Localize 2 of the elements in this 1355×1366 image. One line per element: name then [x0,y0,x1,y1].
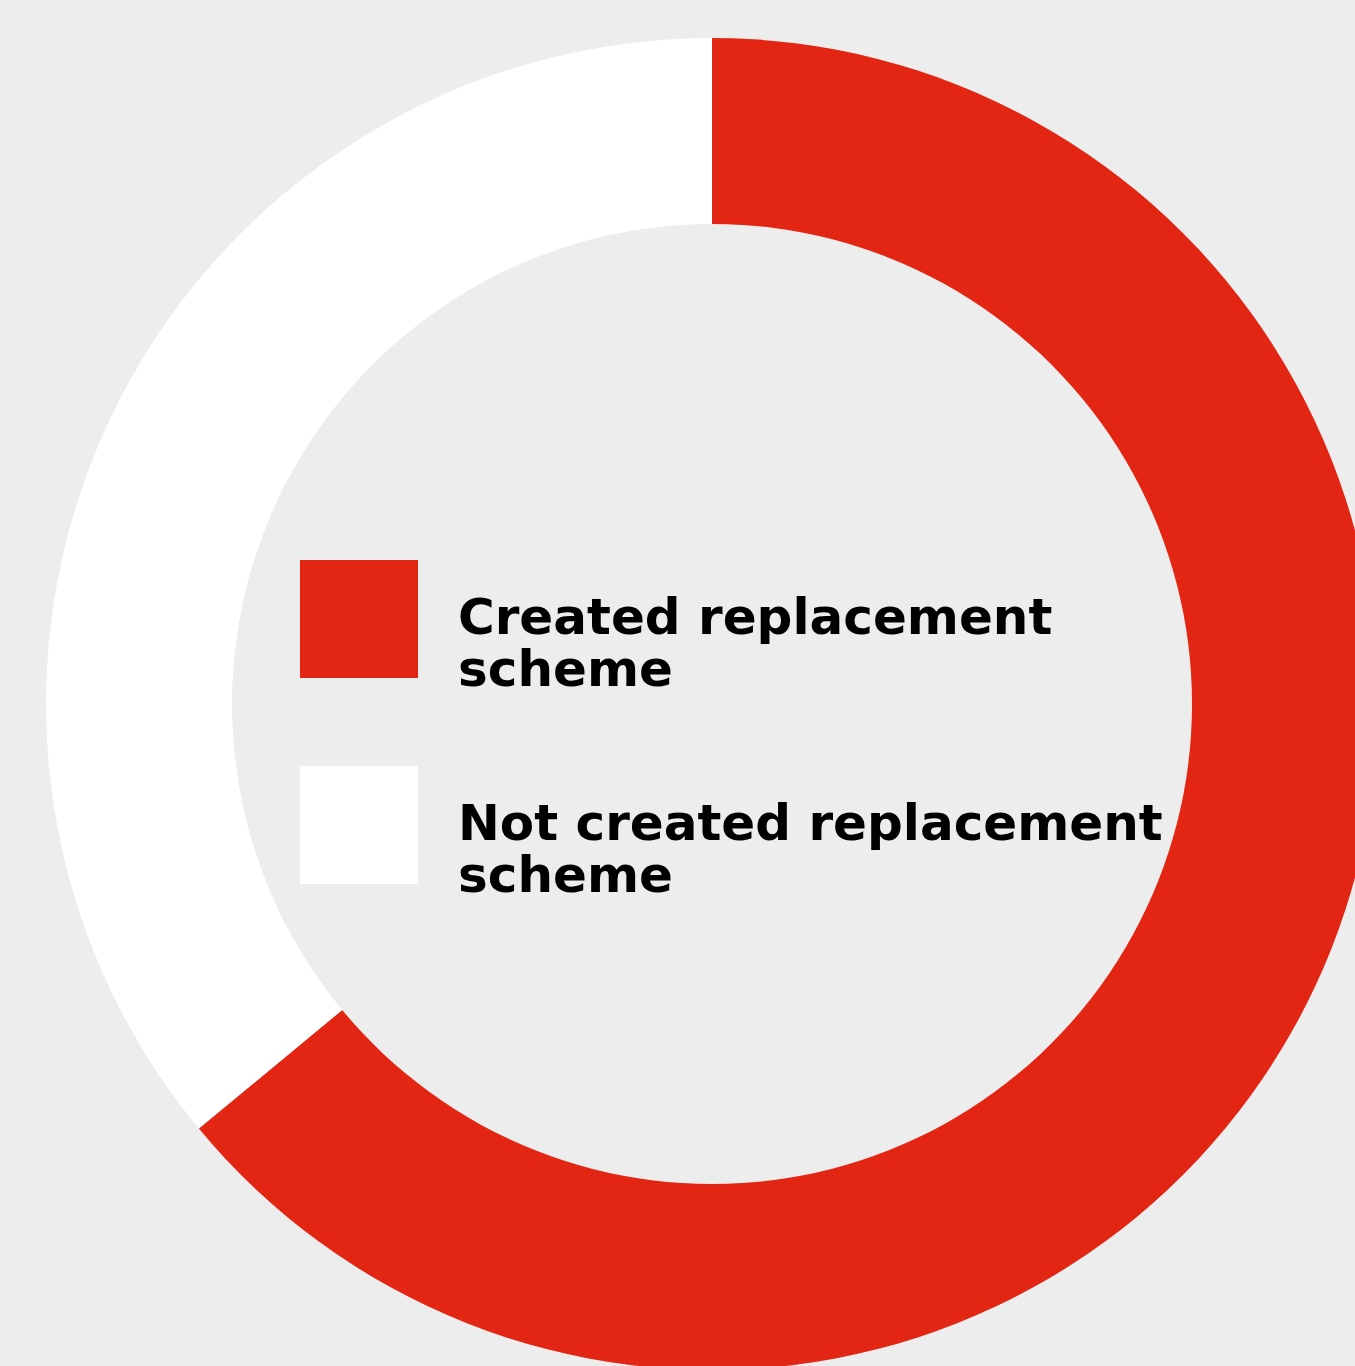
legend-label: Created replacement scheme [458,588,1053,698]
legend-label: Not created replacement scheme [458,794,1163,904]
